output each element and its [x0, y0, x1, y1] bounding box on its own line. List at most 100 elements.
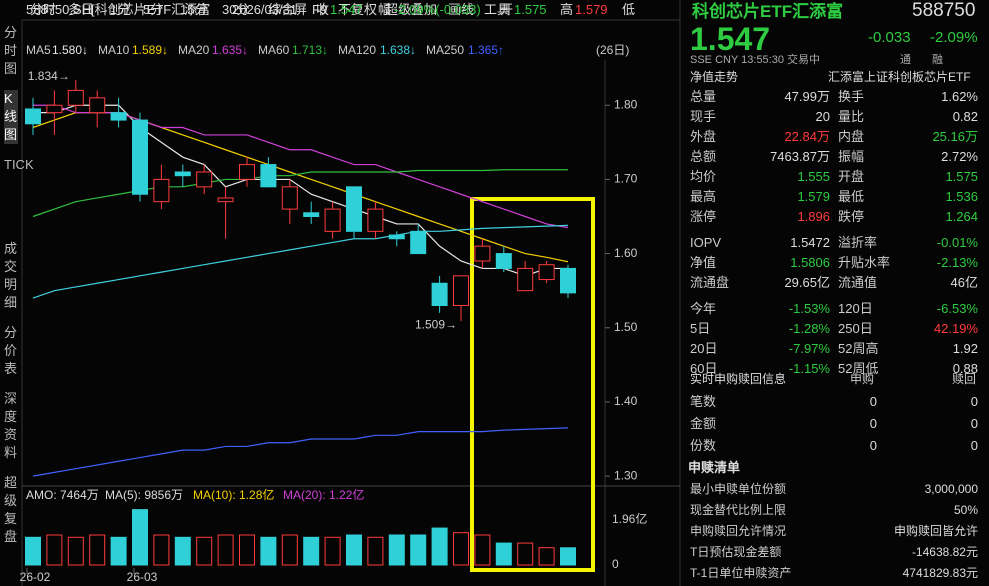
volume-bar [324, 536, 341, 566]
row-value: 0 [869, 394, 877, 409]
toolbar-button[interactable]: 超级叠加 [385, 2, 438, 17]
candle-body [324, 208, 341, 232]
volume-legend: MA(10): 1.28亿 [193, 488, 275, 502]
row-label: 开盘 [838, 169, 865, 184]
row-label: 振幅 [838, 149, 865, 164]
quote-change: -0.033 [868, 29, 911, 46]
side-tab[interactable]: 分价表 [4, 325, 18, 376]
nav-label[interactable]: 净值走势 [690, 70, 739, 84]
row-value: -2.13% [936, 255, 978, 270]
row-value: 1.579 [797, 189, 830, 204]
row-label: 净值 [690, 255, 717, 270]
side-tab[interactable]: K线图 [4, 90, 18, 144]
section-title: 申赎清单 [688, 460, 741, 475]
row-value: 1.536 [945, 189, 978, 204]
quote-price: 1.547 [690, 21, 771, 57]
row-value: 1.5472 [790, 235, 830, 250]
fund-name: 汇添富上证科创板芯片ETF [828, 70, 971, 84]
toolbar-button[interactable]: 分时 [30, 2, 57, 17]
row-label: IOPV [690, 235, 722, 250]
row-value: 22.84万 [784, 129, 830, 144]
row-label: 笔数 [690, 394, 717, 409]
side-tab[interactable]: 超级复盘 [4, 475, 18, 544]
candle-body [431, 282, 448, 307]
side-tab[interactable]: 分时图 [4, 25, 18, 76]
row-value: 20 [815, 109, 830, 124]
candle-body [132, 119, 148, 195]
ma-legend-name: MA5 [26, 43, 51, 57]
col-head: 赎回 [952, 372, 977, 386]
row-value: 29.65亿 [784, 275, 830, 290]
info-text: 开 [500, 2, 514, 17]
toolbar-button[interactable]: 15分 [180, 2, 208, 17]
row-value: 0.88 [952, 361, 978, 376]
toolbar-button[interactable]: F9 [312, 2, 328, 17]
toolbar-button[interactable]: 综合屏 [268, 2, 308, 17]
candle-body [217, 197, 234, 203]
row-value: 4741829.83元 [902, 566, 978, 580]
volume-bar [367, 536, 384, 566]
row-label: 量比 [838, 109, 865, 124]
toolbar-button[interactable]: 不复权 [338, 2, 378, 17]
row-label: 份数 [690, 438, 717, 453]
ma-legend-name: MA250 [426, 43, 465, 57]
info-text: 高 [560, 2, 574, 17]
toolbar-button[interactable]: 多日 [68, 2, 95, 17]
y-tick-label: 1.50 [614, 320, 638, 334]
volume-bar [25, 536, 41, 566]
candle-body [67, 89, 84, 106]
quote-code: 588750 [912, 0, 976, 21]
info-text: 低 [622, 2, 636, 17]
row-label: 现手 [690, 109, 717, 124]
row-value: 0.82 [952, 109, 978, 124]
ma-legend-value: 1.365↑ [468, 43, 505, 57]
y-tick-label: 1.70 [614, 172, 638, 186]
section-title: 实时申购赎回信息 [690, 372, 787, 386]
volume-bar [281, 534, 298, 566]
row-label: 20日 [690, 341, 718, 356]
y-tick-label: 1.60 [614, 246, 638, 260]
row-label: 今年 [690, 301, 717, 316]
x-tick-label: 26-02 [20, 570, 51, 584]
row-value: 42.19% [933, 321, 978, 336]
annotation: 1.834→ [28, 69, 70, 83]
row-label: 均价 [690, 169, 717, 184]
row-value: 1.896 [797, 209, 830, 224]
candle-body [495, 253, 512, 269]
ma-legend-value: 1.635↓ [212, 43, 249, 57]
ma-line [32, 427, 569, 477]
candle-body [281, 186, 298, 210]
toolbar-button[interactable]: 30分 [222, 2, 250, 17]
row-value: 2.72% [941, 149, 978, 164]
row-label: 换手 [838, 89, 865, 104]
candle-body [453, 275, 469, 307]
row-value: -14638.82元 [911, 545, 978, 559]
row-value: -1.53% [788, 301, 830, 316]
row-label: 52周高 [838, 341, 879, 356]
toolbar-button[interactable]: 工具 [484, 2, 511, 17]
quote-tag: 融 [932, 54, 943, 66]
toolbar-button[interactable]: 画线 [448, 2, 475, 17]
side-tab[interactable]: TICK [4, 156, 34, 174]
candle-body [346, 186, 362, 232]
volume-bar [239, 534, 255, 566]
row-label: 申购赎回允许情况 [690, 524, 787, 538]
volume-bar [303, 536, 320, 566]
ma-legend-value: 1.713↓ [292, 43, 329, 57]
row-value: 申购赎回皆允许 [893, 524, 978, 538]
toolbar-button[interactable]: 1分 [110, 2, 131, 17]
info-text: -2.09%(-0.033) [394, 2, 481, 17]
row-label: T-1日单位申赎资产 [690, 566, 792, 580]
ma-legend-name: MA60 [258, 43, 290, 57]
row-label: 外盘 [690, 129, 717, 144]
row-label: 涨停 [690, 209, 717, 224]
row-label: 最低 [838, 189, 865, 204]
side-tab[interactable]: 成交明细 [4, 241, 18, 310]
side-tab[interactable]: 深度资料 [4, 391, 18, 460]
toolbar-button[interactable]: 5分 [143, 2, 164, 17]
row-value: 1.62% [941, 89, 978, 104]
row-label: 溢折率 [838, 235, 878, 250]
row-label: 流通盘 [690, 275, 730, 290]
